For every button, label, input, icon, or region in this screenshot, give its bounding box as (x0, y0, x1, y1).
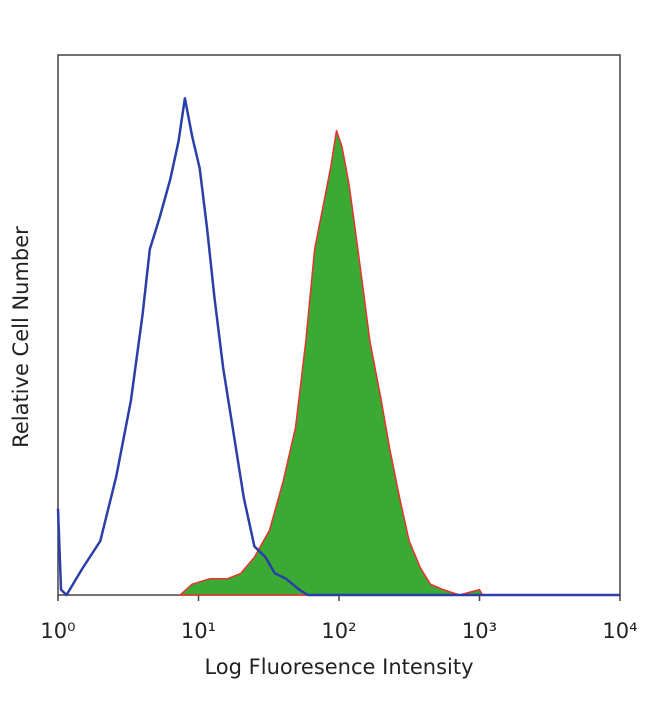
histogram-line (56, 96, 620, 597)
histogram-area (179, 129, 484, 596)
y-axis-label: Relative Cell Number (9, 226, 33, 448)
x-tick-label: 10⁰ (40, 619, 75, 643)
x-tick-label: 10⁴ (602, 619, 637, 643)
x-tick-label: 10³ (462, 619, 497, 643)
x-tick-label: 10² (321, 619, 356, 643)
x-tick-label: 10¹ (181, 619, 216, 643)
x-axis-label: Log Fluoresence Intensity (204, 655, 473, 679)
